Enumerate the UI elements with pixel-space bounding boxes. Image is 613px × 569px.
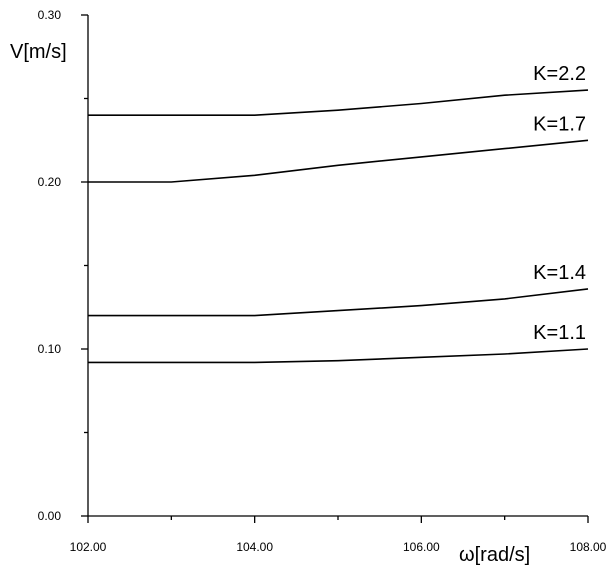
series-labels: K=2.2 K=1.7 K=1.4 K=1.1 [533, 63, 586, 344]
y-tick-label: 0.30 [38, 8, 62, 22]
series-line [88, 348, 589, 364]
series-line [88, 139, 589, 183]
x-tick-label: 108.00 [570, 540, 607, 554]
y-axis-title: V[m/s] [10, 41, 67, 63]
series-lines [88, 89, 589, 364]
series-label: K=1.4 [533, 262, 586, 284]
x-tick-label: 104.00 [236, 540, 273, 554]
x-tick-label: 106.00 [403, 540, 440, 554]
series-label: K=1.7 [533, 113, 586, 135]
y-tick-label: 0.10 [38, 342, 62, 356]
axis-ticks: 0.00 0.10 0.20 0.30 102.00 104.00 106.00 108.00 [38, 8, 607, 554]
series-line [88, 89, 589, 116]
series-label: K=1.1 [533, 322, 586, 344]
series-line [88, 288, 589, 317]
y-tick-label: 0.00 [38, 509, 62, 523]
y-tick-label: 0.20 [38, 175, 62, 189]
x-axis-title: ω[rad/s] [459, 544, 530, 566]
x-tick-label: 102.00 [70, 540, 107, 554]
chart-axes [87, 15, 588, 517]
series-label: K=2.2 [533, 63, 586, 85]
